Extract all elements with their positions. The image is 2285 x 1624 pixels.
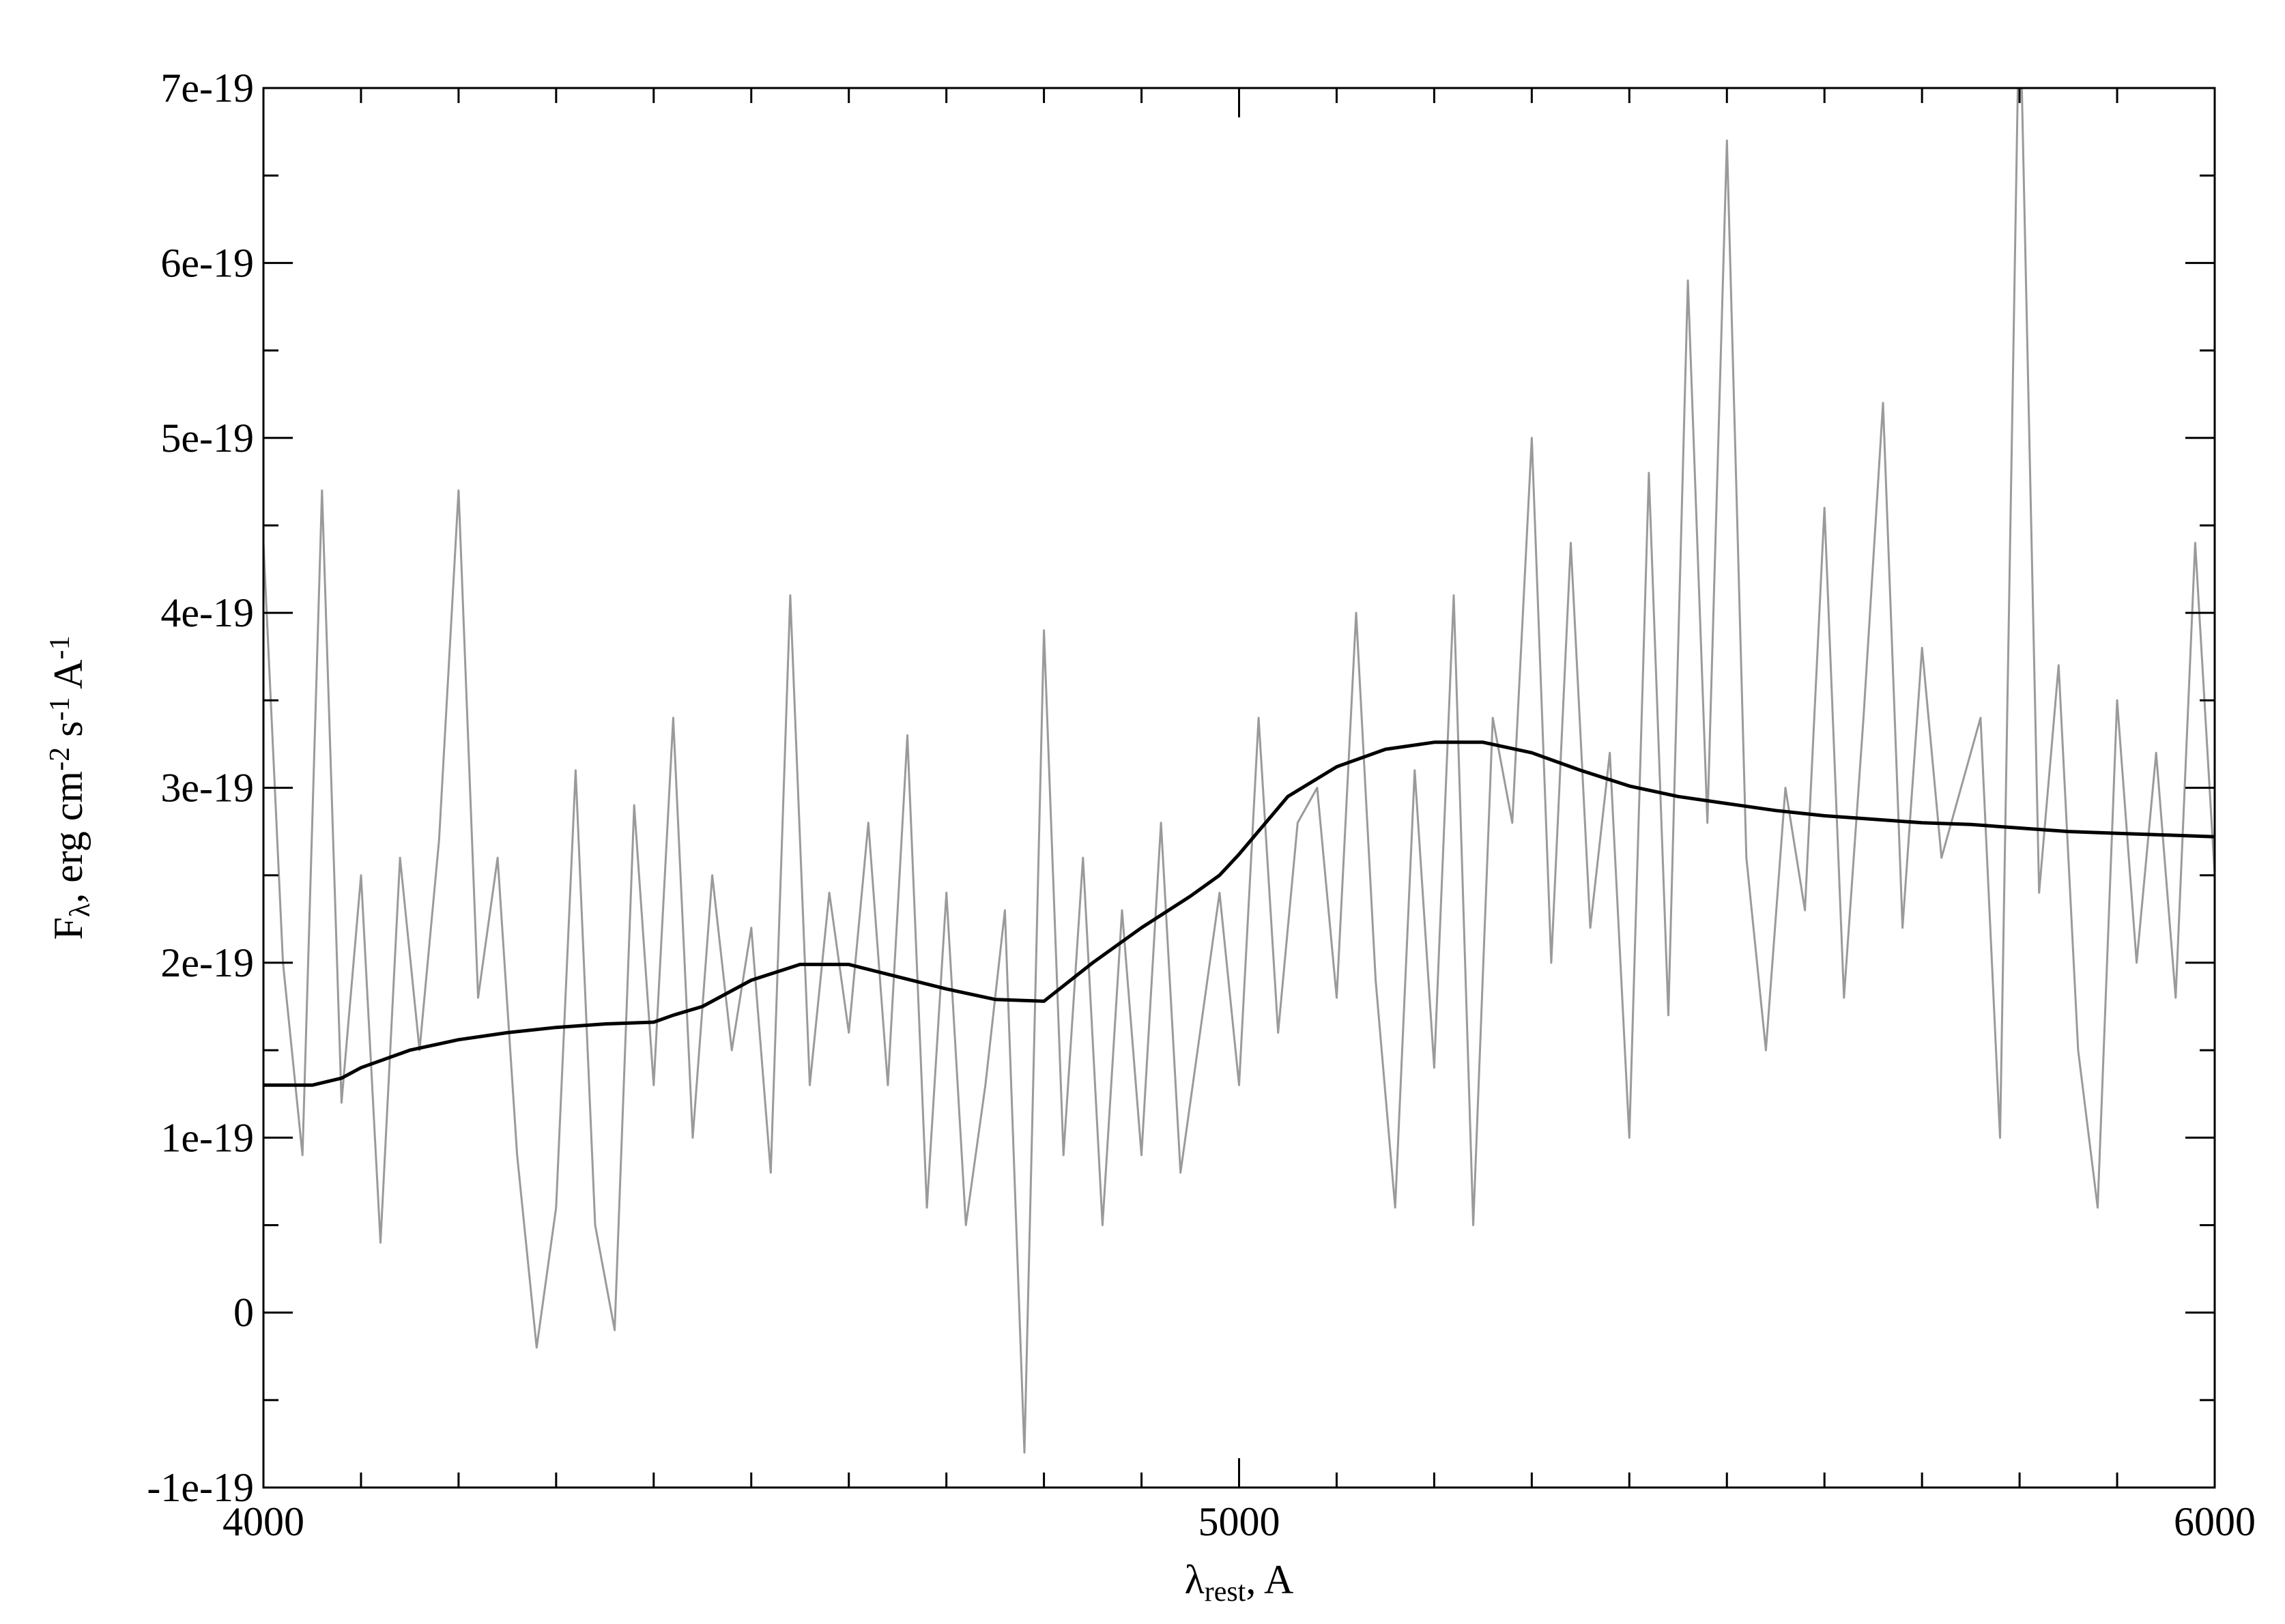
y-axis-label-part: s: [46, 721, 91, 747]
y-tick-label: 4e-19: [160, 590, 254, 635]
x-axis-label: λrest, A: [1185, 1557, 1294, 1608]
plot-area: [263, 88, 2215, 1454]
x-tick-label: 5000: [1198, 1499, 1280, 1544]
y-axis-label-part: λ: [65, 903, 96, 917]
x-axis-label-part: , A: [1246, 1557, 1293, 1602]
y-tick-label: 6e-19: [160, 240, 254, 285]
y-tick-label: 0: [233, 1290, 254, 1335]
y-tick-label: 2e-19: [160, 940, 254, 985]
x-tick-label: 4000: [222, 1499, 304, 1544]
y-tick-label: 3e-19: [160, 766, 254, 811]
plot-frame: [262, 87, 2216, 1489]
x-axis-label-part: rest: [1205, 1576, 1246, 1608]
spectrum-line: [263, 88, 2215, 1454]
y-axis-label-part: -2: [44, 747, 76, 771]
x-axis-label-part: λ: [1185, 1557, 1205, 1602]
y-axis-label-part: , erg cm: [46, 771, 91, 903]
y-axis-label-part: F: [46, 917, 91, 940]
y-tick-label: 5e-19: [160, 416, 254, 461]
x-tick-label: 6000: [2174, 1499, 2256, 1544]
y-axis-label-part: -1: [44, 697, 76, 721]
y-tick-label: -1e-19: [147, 1465, 254, 1510]
y-tick-label: 1e-19: [160, 1115, 254, 1160]
y-tick-label: 7e-19: [160, 66, 254, 111]
y-axis-label-part: -1: [44, 636, 76, 660]
y-axis-label-part: A: [46, 660, 91, 697]
y-axis-label: Fλ, erg cm-2 s-1 A-1: [44, 636, 96, 940]
spectrum-line: [263, 740, 2215, 1087]
